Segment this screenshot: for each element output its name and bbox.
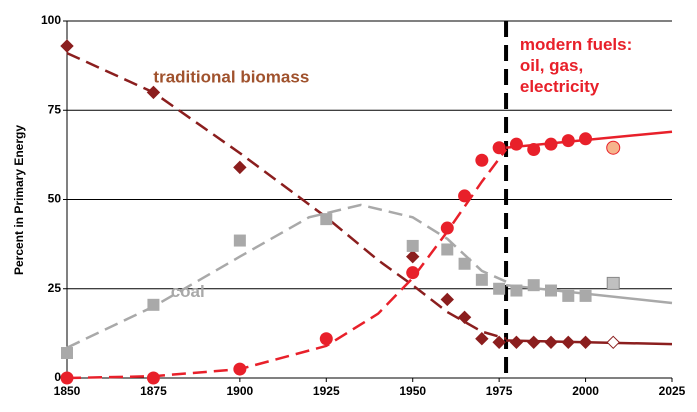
x-tick-label: 1850 — [54, 384, 81, 398]
series-label: modern fuels: oil, gas, electricity — [520, 35, 632, 96]
series-label: coal — [171, 282, 205, 301]
y-axis-label: Percent in Primary Energy — [12, 125, 26, 275]
square-marker — [441, 243, 454, 256]
y-tick-label: 50 — [48, 192, 62, 206]
square-marker — [545, 284, 557, 297]
circle-marker — [146, 371, 160, 385]
circle-marker — [544, 137, 558, 151]
circle-marker — [527, 143, 541, 157]
diamond-marker — [578, 335, 593, 350]
diamond-marker — [233, 160, 247, 175]
circle-marker — [458, 189, 472, 203]
square-marker — [579, 289, 592, 302]
fit-dashed — [66, 148, 508, 380]
y-tick-label: 25 — [48, 281, 62, 295]
square-marker — [147, 298, 160, 311]
square-marker — [493, 282, 506, 295]
circle-marker — [406, 266, 420, 280]
square-marker — [606, 276, 620, 290]
square-marker — [320, 213, 333, 226]
fit-dashed — [66, 203, 507, 349]
y-tick-label: 0 — [54, 370, 61, 384]
square-marker — [61, 347, 73, 360]
square-marker — [406, 239, 419, 252]
x-tick-label: 2000 — [572, 384, 599, 398]
diamond-marker — [544, 335, 558, 350]
circle-marker — [509, 137, 523, 151]
circle-marker — [440, 221, 454, 235]
y-tick-label: 75 — [48, 102, 62, 116]
diamond-marker — [492, 335, 506, 350]
diamond-marker — [440, 292, 454, 307]
diamond-marker — [606, 335, 620, 350]
fit-dashed — [66, 51, 507, 340]
circle-marker — [492, 141, 506, 155]
diamond-marker — [509, 335, 524, 350]
series-label: traditional biomass — [153, 68, 309, 87]
circle-marker — [60, 371, 74, 385]
x-tick-label: 1875 — [140, 384, 167, 398]
circle-marker — [233, 362, 247, 376]
square-marker — [562, 289, 575, 302]
diamond-marker — [146, 85, 161, 100]
circle-marker — [319, 332, 333, 346]
x-tick-label: 1900 — [227, 384, 254, 398]
x-tick-label: 1975 — [486, 384, 513, 398]
square-marker — [458, 257, 471, 270]
square-marker — [233, 234, 246, 247]
diamond-marker — [561, 335, 575, 350]
diamond-marker — [60, 39, 74, 53]
circle-marker — [475, 153, 489, 167]
x-tick-label: 1950 — [399, 384, 426, 398]
y-tick-label: 100 — [41, 13, 61, 27]
square-marker — [527, 279, 540, 292]
circle-marker — [579, 132, 593, 146]
diamond-marker — [475, 332, 489, 346]
diamond-marker — [527, 335, 541, 350]
circle-marker — [606, 140, 621, 155]
square-marker — [510, 284, 523, 297]
square-marker — [475, 273, 488, 286]
x-tick-label: 2025 — [659, 384, 686, 398]
x-tick-label: 1925 — [313, 384, 340, 398]
diamond-marker — [406, 249, 420, 264]
diamond-marker — [457, 310, 472, 325]
circle-marker — [561, 134, 575, 148]
